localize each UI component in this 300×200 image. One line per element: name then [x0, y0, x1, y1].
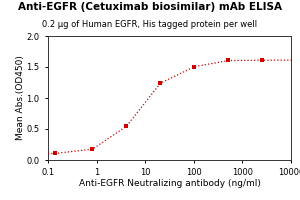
Text: 0.2 μg of Human EGFR, His tagged protein per well: 0.2 μg of Human EGFR, His tagged protein… [42, 20, 258, 29]
Point [90, 148, 95, 151]
Point [52, 152, 57, 155]
Point [226, 59, 231, 62]
Text: Anti-EGFR (Cetuximab biosimilar) mAb ELISA: Anti-EGFR (Cetuximab biosimilar) mAb ELI… [18, 2, 282, 12]
Point [158, 82, 163, 85]
Point [124, 125, 129, 128]
Y-axis label: Mean Abs.(OD450): Mean Abs.(OD450) [16, 56, 25, 140]
X-axis label: Anti-EGFR Neutralizing antibody (ng/ml): Anti-EGFR Neutralizing antibody (ng/ml) [79, 179, 260, 188]
Point [192, 65, 197, 68]
Point [260, 59, 265, 62]
